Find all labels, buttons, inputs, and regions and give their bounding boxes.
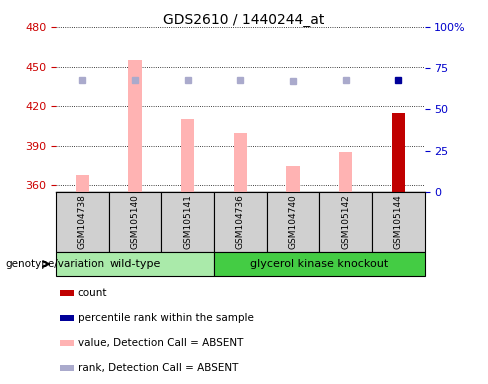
Bar bbox=[61, 315, 74, 321]
FancyBboxPatch shape bbox=[319, 192, 372, 252]
Text: GSM104736: GSM104736 bbox=[236, 194, 245, 249]
Text: GSM105141: GSM105141 bbox=[183, 194, 192, 249]
Bar bbox=[181, 119, 194, 192]
Text: value, Detection Call = ABSENT: value, Detection Call = ABSENT bbox=[78, 338, 243, 348]
Text: GSM104738: GSM104738 bbox=[78, 194, 87, 249]
FancyBboxPatch shape bbox=[214, 252, 425, 276]
Bar bbox=[234, 132, 247, 192]
Bar bbox=[76, 175, 89, 192]
Text: count: count bbox=[78, 288, 107, 298]
Bar bbox=[61, 365, 74, 371]
FancyBboxPatch shape bbox=[372, 192, 425, 252]
Text: wild-type: wild-type bbox=[109, 259, 161, 269]
FancyBboxPatch shape bbox=[56, 192, 109, 252]
Text: rank, Detection Call = ABSENT: rank, Detection Call = ABSENT bbox=[78, 362, 238, 373]
Text: GSM104740: GSM104740 bbox=[288, 194, 298, 249]
Text: GSM105142: GSM105142 bbox=[341, 194, 350, 249]
Text: GSM105144: GSM105144 bbox=[394, 194, 403, 249]
Text: percentile rank within the sample: percentile rank within the sample bbox=[78, 313, 254, 323]
Bar bbox=[392, 113, 405, 192]
Text: GSM105140: GSM105140 bbox=[131, 194, 140, 249]
Bar bbox=[286, 166, 300, 192]
Text: GDS2610 / 1440244_at: GDS2610 / 1440244_at bbox=[163, 13, 325, 27]
Bar bbox=[339, 152, 352, 192]
Text: glycerol kinase knockout: glycerol kinase knockout bbox=[250, 259, 388, 269]
Bar bbox=[128, 60, 142, 192]
FancyBboxPatch shape bbox=[214, 192, 266, 252]
Text: genotype/variation: genotype/variation bbox=[5, 259, 104, 269]
FancyBboxPatch shape bbox=[162, 192, 214, 252]
Bar bbox=[61, 290, 74, 296]
Bar bbox=[61, 340, 74, 346]
FancyBboxPatch shape bbox=[109, 192, 162, 252]
FancyBboxPatch shape bbox=[56, 252, 214, 276]
FancyBboxPatch shape bbox=[266, 192, 319, 252]
